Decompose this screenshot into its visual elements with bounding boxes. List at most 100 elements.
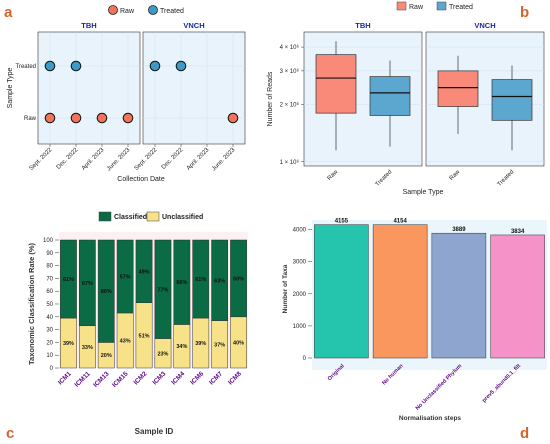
legend-key-raw (108, 5, 118, 15)
panel-letter-b: b (520, 4, 529, 21)
y-tick-label: Treated (16, 64, 36, 70)
panel-c-classification-chart: 61% 39% ICM1 67% 33% ICM11 80% 20% ICM13 57% 43% IC… (27, 211, 248, 436)
facet-panel-vnch (142, 31, 246, 145)
data-point-raw (227, 112, 239, 124)
data-label-classified: 61% (63, 277, 74, 283)
x-tick-label: ICM13 (92, 370, 111, 389)
y-tick-label: 60 (46, 289, 53, 295)
legend-key-classified (98, 211, 112, 222)
y-axis-title: Taxonomic Classification Rate (%) (27, 243, 36, 365)
data-label-classified: 63% (214, 278, 225, 284)
data-label-classified: 61% (195, 277, 206, 283)
data-point-treated (70, 60, 82, 72)
facet-label-tbh: TBH (81, 21, 96, 30)
bar-2 (431, 232, 487, 359)
box-vnch-raw (437, 70, 479, 107)
data-label-unclassified: 20% (101, 353, 112, 359)
y-tick-label: 2 × 10⁶ (280, 101, 300, 108)
data-label-classified: 60% (233, 276, 244, 282)
y-tick-label: 0 (303, 356, 307, 362)
x-tick-label: April. 2023 (186, 147, 211, 172)
y-tick-label: 100 (43, 238, 54, 244)
y-tick-label: 70 (46, 276, 53, 282)
y-axis-title: Number of Taxa (282, 264, 289, 313)
bar-classified (135, 239, 153, 303)
x-tick-label: Sept. 2022 (29, 147, 54, 172)
y-tick-label: 30 (46, 328, 53, 334)
facet-panel-tbh (37, 31, 141, 145)
box-tbh-raw (315, 54, 357, 114)
x-tick-label: ICM2 (133, 370, 149, 386)
facet-label-vnch: VNCH (183, 21, 204, 30)
x-tick-label: ICM6 (189, 370, 205, 386)
bar-classified (173, 239, 191, 325)
data-label: 3834 (511, 229, 525, 235)
data-point-raw (96, 112, 108, 124)
box-tbh-treated (369, 76, 411, 116)
x-tick-label: ICM15 (111, 370, 130, 389)
data-label: 3889 (452, 227, 466, 233)
x-tick-label: Raw (449, 169, 462, 182)
x-tick-label: Raw (327, 169, 340, 182)
legend-label-unclassified: Unclassified (162, 214, 203, 221)
y-tick-label: 4000 (293, 228, 307, 234)
facet-label-vnch: VNCH (474, 21, 495, 30)
x-tick-label: Sept. 2022 (134, 147, 159, 172)
data-label-classified: 80% (101, 289, 112, 295)
data-label-unclassified: 39% (63, 341, 74, 347)
x-tick-label: ICM8 (227, 370, 243, 386)
legend-label-classified: Classified (114, 214, 147, 221)
y-tick-label: 4 × 10⁶ (280, 44, 300, 51)
bar-classified (116, 239, 134, 314)
data-point-treated (149, 60, 161, 72)
y-tick-label: 3000 (293, 260, 307, 266)
legend-key-treated (436, 1, 447, 11)
legend-label-raw: Raw (409, 4, 424, 11)
y-tick-label: 50 (46, 302, 53, 308)
data-label-unclassified: 33% (82, 345, 93, 351)
panel-letter-c: c (6, 425, 14, 442)
x-tick-label: April. 2023 (81, 147, 106, 172)
y-tick-label: 2000 (293, 292, 307, 298)
data-label: 4155 (335, 219, 349, 225)
legend-key-raw (396, 1, 407, 11)
data-point-treated (175, 60, 187, 72)
bar-classified (78, 239, 96, 327)
facet-label-tbh: TBH (355, 21, 370, 30)
y-tick-label: 20 (46, 340, 53, 346)
bar-classified (211, 239, 229, 321)
data-label-unclassified: 40% (233, 340, 244, 346)
y-axis-title: Number of Reads (267, 71, 274, 126)
y-tick-label: 90 (46, 251, 53, 257)
y-tick-label: Raw (24, 116, 37, 122)
x-axis-title: Sample Type (403, 189, 444, 196)
legend-label-treated: Treated (449, 4, 473, 11)
data-label-unclassified: 39% (195, 341, 206, 347)
x-tick-label: ICM4 (170, 370, 186, 386)
data-label-unclassified: 37% (214, 342, 225, 348)
data-label-classified: 67% (82, 281, 93, 287)
x-axis-title: Collection Date (117, 176, 165, 183)
y-tick-label: 10 (46, 353, 53, 359)
y-tick-label: 80 (46, 264, 53, 270)
x-tick-label: Treated (497, 169, 516, 188)
bar-0 (314, 224, 369, 359)
y-tick-label: 3 × 10⁶ (280, 68, 300, 75)
data-point-treated (44, 60, 56, 72)
x-tick-label: ICM1 (57, 370, 73, 386)
x-tick-label: June. 2023 (211, 147, 237, 173)
legend-label-raw: Raw (120, 8, 135, 15)
bar-1 (372, 224, 428, 359)
y-axis-title: Sample Type (7, 68, 14, 109)
data-label-classified: 49% (139, 269, 150, 275)
panel-letter-a: a (4, 4, 13, 21)
bar-classified (154, 239, 172, 339)
bar-classified (60, 239, 77, 319)
x-axis-title: Normalisation steps (399, 415, 462, 422)
x-tick-label: Treated (375, 169, 394, 188)
bar-3 (490, 234, 545, 359)
legend-label-treated: Treated (160, 8, 184, 15)
y-tick-label: 1 × 10⁶ (280, 159, 300, 166)
